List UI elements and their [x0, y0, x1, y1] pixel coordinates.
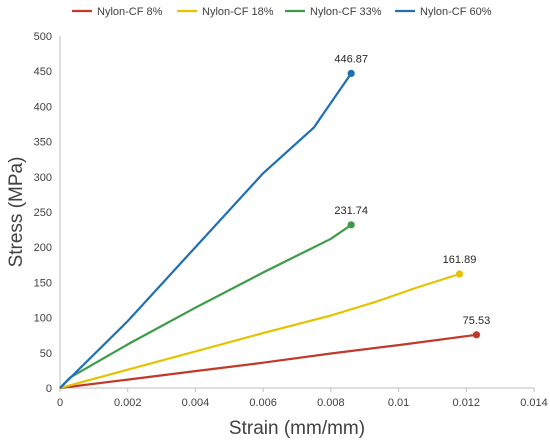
legend-label-nylon-cf-18: Nylon-CF 18% [202, 6, 274, 18]
x-axis-title: Strain (mm/mm) [229, 418, 365, 439]
y-tick-label: 250 [34, 207, 52, 219]
x-tick-label: 0.014 [520, 397, 548, 409]
legend-label-nylon-cf-60: Nylon-CF 60% [420, 6, 492, 18]
series-layer [59, 69, 481, 390]
y-axis-title: Stress (MPa) [6, 157, 27, 268]
x-tick-label: 0.006 [249, 397, 277, 409]
x-tick-label: 0.008 [317, 397, 345, 409]
axes: 0 0.002 0.004 0.006 0.008 0.01 0.012 0.014 0 50 10… [34, 31, 548, 409]
x-tick-label: 0.002 [114, 397, 142, 409]
series-line-nylon-cf-8 [59, 333, 477, 390]
series-endpoint-nylon-cf-8 [472, 331, 481, 339]
series-line-nylon-cf-60 [59, 72, 353, 389]
y-tick-label: 150 [34, 277, 52, 289]
y-tick-label: 500 [34, 31, 52, 43]
y-tick-label: 100 [34, 313, 52, 325]
data-label-nylon-cf-60: 446.87 [334, 53, 368, 65]
series-line-nylon-cf-33 [59, 223, 352, 389]
x-tick-label: 0.01 [388, 397, 409, 409]
data-labels: 75.53 161.89 231.74 446.87 [334, 53, 490, 326]
legend: Nylon-CF 8% Nylon-CF 18% Nylon-CF 33% Nylon… [72, 6, 492, 18]
x-tick-label: 0.004 [182, 397, 210, 409]
y-tick-label: 300 [34, 172, 52, 184]
y-tick-label: 200 [34, 242, 52, 254]
legend-label-nylon-cf-33: Nylon-CF 33% [310, 6, 382, 18]
y-tick-label: 350 [34, 137, 52, 149]
data-label-nylon-cf-8: 75.53 [463, 315, 491, 327]
data-label-nylon-cf-18: 161.89 [443, 254, 477, 266]
x-tick-label: 0.012 [453, 397, 481, 409]
legend-label-nylon-cf-8: Nylon-CF 8% [97, 6, 163, 18]
series-endpoint-nylon-cf-18 [455, 270, 464, 278]
series-endpoint-nylon-cf-60 [347, 69, 355, 78]
y-tick-label: 400 [34, 101, 52, 113]
x-tick-label: 0 [57, 397, 63, 409]
series-line-nylon-cf-18 [59, 272, 460, 390]
y-tick-label: 0 [46, 383, 52, 395]
series-endpoint-nylon-cf-33 [347, 221, 355, 229]
y-tick-label: 50 [40, 348, 52, 360]
y-tick-label: 450 [34, 66, 52, 78]
data-label-nylon-cf-33: 231.74 [334, 205, 368, 217]
